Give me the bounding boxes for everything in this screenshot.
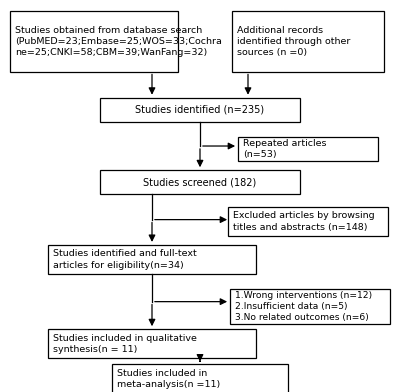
- FancyBboxPatch shape: [232, 11, 384, 72]
- Text: Excluded articles by browsing
titles and abstracts (n=148): Excluded articles by browsing titles and…: [233, 211, 375, 232]
- Text: Studies obtained from database search
(PubMED=23;Embase=25;WOS=33;Cochra
ne=25;C: Studies obtained from database search (P…: [15, 25, 222, 57]
- FancyBboxPatch shape: [100, 98, 300, 122]
- Text: Repeated articles
(n=53): Repeated articles (n=53): [243, 139, 327, 159]
- Text: Studies included in qualitative
synthesis(n = 11): Studies included in qualitative synthesi…: [53, 334, 197, 354]
- FancyBboxPatch shape: [228, 207, 388, 236]
- Text: 1.Wrong interventions (n=12)
2.Insufficient data (n=5)
3.No related outcomes (n=: 1.Wrong interventions (n=12) 2.Insuffici…: [235, 291, 372, 322]
- Text: Studies identified (n=235): Studies identified (n=235): [136, 105, 264, 115]
- FancyBboxPatch shape: [48, 329, 256, 358]
- FancyBboxPatch shape: [10, 11, 178, 72]
- FancyBboxPatch shape: [48, 245, 256, 274]
- Text: Studies included in
meta-analysis(n =11): Studies included in meta-analysis(n =11): [117, 369, 220, 389]
- FancyBboxPatch shape: [238, 137, 378, 161]
- Text: Additional records
identified through other
sources (n =0): Additional records identified through ot…: [237, 25, 350, 57]
- FancyBboxPatch shape: [100, 170, 300, 194]
- Text: Studies identified and full-text
articles for eligibility(n=34): Studies identified and full-text article…: [53, 249, 197, 270]
- FancyBboxPatch shape: [230, 289, 390, 324]
- FancyBboxPatch shape: [112, 365, 288, 392]
- Text: Studies screened (182): Studies screened (182): [143, 177, 257, 187]
